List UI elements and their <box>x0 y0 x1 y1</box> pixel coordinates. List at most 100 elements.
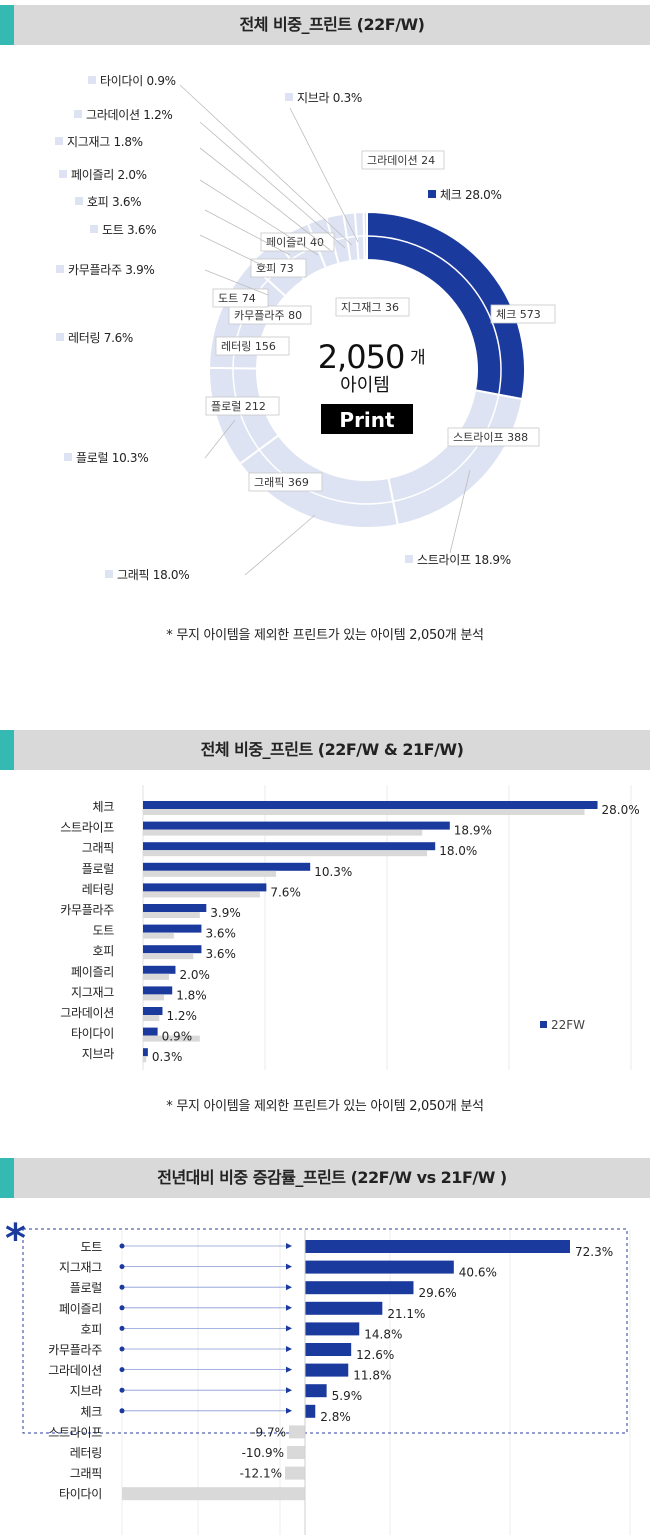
section-header-compare: 전체 비중_프린트 (22F/W & 21F/W) <box>0 730 650 770</box>
category-label: 타이다이 <box>59 1487 102 1501</box>
connector-dot <box>119 1325 125 1331</box>
percent-marker <box>405 555 413 563</box>
change-value-label: 11.8% <box>353 1369 391 1383</box>
connector-dot <box>119 1243 125 1249</box>
category-label: 레터링 <box>82 882 114 896</box>
change-bar-positive <box>305 1240 570 1253</box>
connector-arrow <box>286 1325 292 1332</box>
change-value-label: 29.6% <box>418 1286 456 1300</box>
footnote: * 무지 아이템을 제외한 프린트가 있는 아이템 2,050개 분석 <box>166 1099 484 1114</box>
leader-line <box>289 107 359 243</box>
connector-arrow <box>286 1387 292 1394</box>
legend-label: 22FW <box>551 1018 585 1032</box>
connector-arrow <box>286 1284 292 1291</box>
connector-dot <box>119 1264 125 1270</box>
change-bar-positive <box>305 1322 360 1336</box>
percent-marker <box>64 453 72 461</box>
category-label: 스트라이프 <box>60 821 114 835</box>
percent-marker <box>55 137 63 145</box>
percent-marker <box>88 76 96 84</box>
bar-21fw <box>143 1035 200 1042</box>
bar-21fw <box>143 891 260 898</box>
count-label-box <box>361 150 445 170</box>
bar-21fw <box>143 829 423 836</box>
bar-value-label: 3.6% <box>205 927 236 941</box>
category-label: 그래픽 <box>70 1467 102 1481</box>
category-label: 지그재그 <box>71 985 114 999</box>
bar-22fw <box>143 1027 158 1036</box>
bar-21fw <box>143 973 169 980</box>
count-label-box <box>335 297 410 317</box>
percent-label: 플로럴 10.3% <box>76 451 148 465</box>
count-label: 스트라이프 388 <box>453 431 528 444</box>
count-label: 카무플라주 80 <box>234 309 302 322</box>
header-accent <box>0 1158 14 1198</box>
count-label-box <box>447 427 540 447</box>
category-label: 지브라 <box>82 1047 114 1061</box>
category-label: 타이다이 <box>71 1027 114 1041</box>
percent-marker <box>105 570 113 578</box>
bar-21fw <box>143 809 585 815</box>
count-label-box <box>205 396 280 416</box>
percent-marker <box>75 197 83 205</box>
count-label: 레터링 156 <box>221 340 276 353</box>
bar-value-label: 1.8% <box>176 988 207 1002</box>
bar-22fw <box>143 862 311 871</box>
connector-arrow <box>286 1263 292 1270</box>
category-label: 체크 <box>93 800 115 814</box>
percent-label: 페이즐리 2.0% <box>71 168 147 182</box>
count-label: 그라데이션 24 <box>367 154 435 167</box>
change-bar-positive <box>305 1343 352 1356</box>
change-bar-negative <box>285 1466 305 1480</box>
count-label: 지그재그 36 <box>341 301 399 314</box>
count-label: 페이즐리 40 <box>266 236 324 249</box>
connector-arrow <box>286 1346 292 1352</box>
change-value-label: 72.3% <box>575 1245 613 1259</box>
connector-arrow <box>286 1243 292 1249</box>
change-value-label: -9.7% <box>251 1425 286 1439</box>
percent-label: 지브라 0.3% <box>297 91 362 105</box>
donut-center-label: 아이템 <box>340 375 390 396</box>
category-label: 도트 <box>93 924 115 938</box>
bar-21fw <box>143 870 277 877</box>
leader-line <box>204 419 236 459</box>
category-label: 플로럴 <box>82 862 114 876</box>
percent-marker <box>59 170 67 178</box>
bar-21fw <box>143 932 174 939</box>
connector-dot <box>119 1284 125 1290</box>
count-label: 그래픽 369 <box>254 476 309 489</box>
category-label: 카무플라주 <box>48 1343 102 1357</box>
print-badge-bg <box>321 404 413 434</box>
bar-value-label: 7.6% <box>270 885 301 899</box>
section-header-share: 전체 비중_프린트 (22F/W) <box>0 5 650 45</box>
change-value-label: 21.1% <box>387 1307 425 1321</box>
leader-line <box>204 269 269 296</box>
bar-value-label: 1.2% <box>166 1009 197 1023</box>
category-label: 도트 <box>81 1240 103 1254</box>
percent-label: 스트라이프 18.9% <box>417 553 511 567</box>
percent-marker <box>285 93 293 101</box>
bar-value-label: 10.3% <box>314 865 352 879</box>
leader-line <box>199 147 331 251</box>
header-accent <box>0 730 14 770</box>
donut-total: 2,050 <box>318 338 405 376</box>
percent-marker <box>56 333 64 341</box>
count-label-box <box>490 304 556 324</box>
percent-label: 레터링 7.6% <box>68 331 133 345</box>
bar-22fw <box>143 801 598 809</box>
donut-ring-divider <box>232 235 502 505</box>
percent-label: 그라데이션 1.2% <box>86 108 173 122</box>
legend-marker <box>540 1021 547 1028</box>
connector-dot <box>119 1387 125 1393</box>
bar-22fw <box>143 821 450 830</box>
connector-arrow <box>286 1407 292 1414</box>
bar-21fw <box>143 912 200 918</box>
bar-22fw <box>143 924 202 933</box>
bar-value-label: 2.0% <box>179 968 210 982</box>
bar-22fw <box>143 965 176 974</box>
percent-marker <box>74 110 82 118</box>
change-value-label: 5.9% <box>332 1389 363 1403</box>
highlight-asterisk: * <box>5 1216 26 1262</box>
leader-line <box>199 234 273 271</box>
